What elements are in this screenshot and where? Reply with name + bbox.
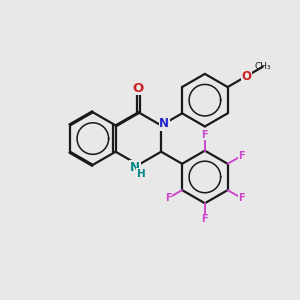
Text: H: H: [137, 169, 146, 179]
Text: CH₃: CH₃: [255, 62, 272, 71]
Text: F: F: [202, 214, 208, 224]
Text: N: N: [159, 117, 169, 130]
Text: O: O: [241, 70, 251, 83]
Text: O: O: [133, 82, 144, 94]
Text: N: N: [130, 160, 140, 174]
Text: F: F: [165, 193, 172, 203]
Text: F: F: [238, 193, 244, 203]
Text: F: F: [238, 151, 244, 161]
Text: F: F: [202, 130, 208, 140]
